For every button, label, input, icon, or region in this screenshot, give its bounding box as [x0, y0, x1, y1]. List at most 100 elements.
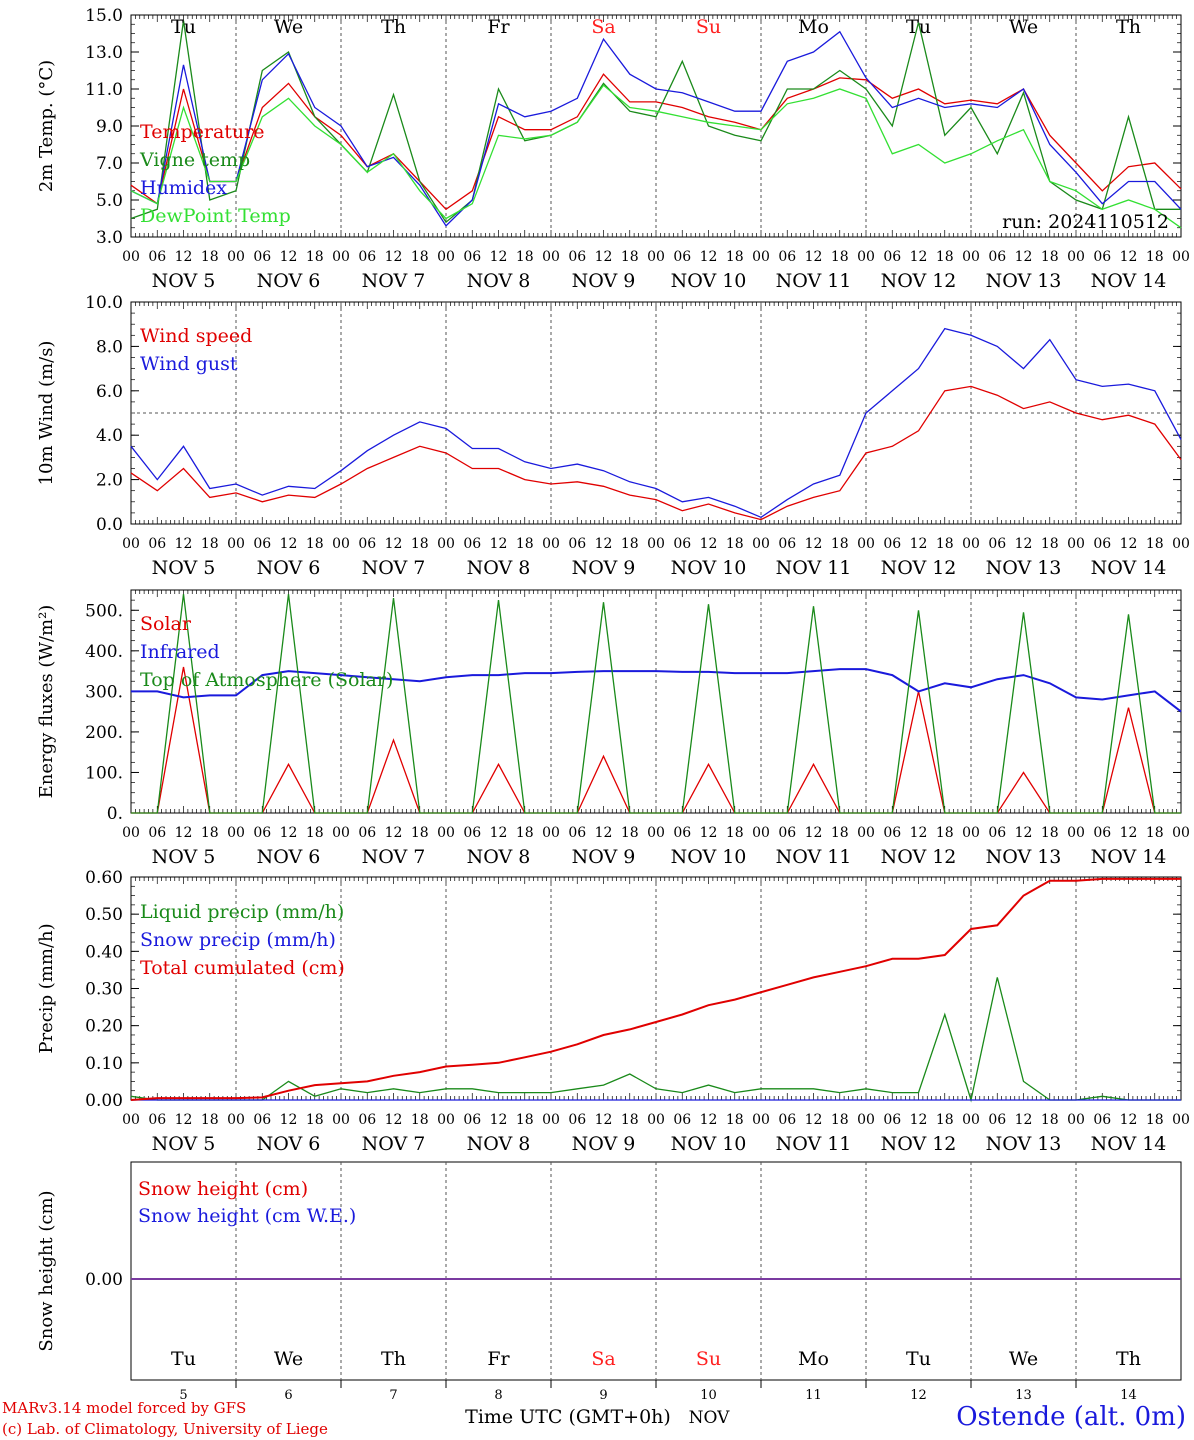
date-label: NOV 7 [362, 1133, 426, 1155]
hour-label: 00 [647, 536, 665, 552]
hour-label: 18 [621, 536, 639, 552]
hour-label: 18 [516, 249, 534, 265]
y-tick-label: 500. [85, 601, 123, 621]
hour-label: 06 [463, 249, 481, 265]
y-tick-label: 7.0 [96, 154, 123, 174]
hour-label: 00 [752, 249, 770, 265]
date-label: NOV 12 [881, 846, 957, 868]
y-tick-label: 8.0 [96, 337, 123, 357]
legend-entry: Total cumulated (cm) [140, 957, 345, 979]
hour-label: 06 [1093, 825, 1111, 841]
x-axis-label: Time UTC (GMT+0h) [465, 1406, 671, 1428]
hour-label: 12 [385, 825, 403, 841]
hour-label: 00 [542, 1112, 560, 1128]
station-name: Ostende (alt. 0m) [956, 1402, 1186, 1432]
hour-label: 12 [805, 825, 823, 841]
hour-label: 00 [752, 1112, 770, 1128]
hour-label: 18 [1146, 1112, 1164, 1128]
series-line-dewpoint-temp [130, 84, 1182, 229]
hour-label: 06 [883, 825, 901, 841]
hour-label: 12 [175, 249, 193, 265]
day-number: 13 [1015, 1388, 1032, 1403]
date-label: NOV 6 [257, 557, 321, 579]
hour-label: 06 [988, 1112, 1006, 1128]
hour-label: 12 [490, 825, 508, 841]
hour-label: 06 [148, 1112, 166, 1128]
day-number: 14 [1120, 1388, 1137, 1403]
hour-label: 18 [306, 825, 324, 841]
hour-label: 00 [1172, 825, 1190, 841]
hour-label: 06 [988, 825, 1006, 841]
hour-label: 06 [673, 1112, 691, 1128]
date-label: NOV 8 [467, 270, 531, 292]
hour-label: 18 [726, 249, 744, 265]
hour-label: 12 [280, 249, 298, 265]
hour-label: 18 [516, 825, 534, 841]
y-axis-label: Energy fluxes (W/m²) [36, 605, 57, 799]
weekday-label: We [1009, 16, 1038, 38]
weekday-label: Tu [906, 16, 931, 38]
y-tick-label: 0.0 [96, 515, 123, 535]
series-line-liquid-precip-mm-h- [130, 977, 1181, 1103]
hour-label: 12 [595, 536, 613, 552]
hour-label: 06 [988, 249, 1006, 265]
date-label: NOV 10 [671, 846, 747, 868]
x-axis-month: NOV [689, 1408, 731, 1428]
day-number: 9 [599, 1388, 607, 1403]
hour-label: 12 [910, 825, 928, 841]
hour-label: 00 [647, 249, 665, 265]
hour-label: 12 [280, 536, 298, 552]
y-tick-label: 0.40 [85, 942, 123, 962]
y-tick-label: 5.0 [96, 191, 123, 211]
hour-label: 06 [253, 825, 271, 841]
date-label: NOV 11 [776, 270, 852, 292]
y-axis-label: 2m Temp. (°C) [36, 60, 57, 192]
weekday-label: Tu [171, 1348, 196, 1370]
hour-label: 12 [1120, 825, 1138, 841]
y-axis-label: 10m Wind (m/s) [36, 341, 57, 486]
hour-label: 00 [227, 1112, 245, 1128]
legend-entry: Solar [140, 613, 192, 635]
y-tick-label: 9.0 [96, 117, 123, 137]
hour-label: 06 [778, 536, 796, 552]
hour-label: 12 [385, 1112, 403, 1128]
date-label: NOV 6 [257, 846, 321, 868]
hour-label: 06 [988, 536, 1006, 552]
hour-label: 12 [280, 825, 298, 841]
date-label: NOV 14 [1091, 270, 1167, 292]
hour-label: 12 [595, 1112, 613, 1128]
hour-label: 06 [358, 249, 376, 265]
weekday-label: We [1009, 1348, 1038, 1370]
hour-label: 00 [122, 249, 140, 265]
legend-entry: Snow precip (mm/h) [140, 929, 336, 951]
hour-label: 00 [962, 825, 980, 841]
hour-label: 00 [1172, 536, 1190, 552]
legend-entry: Snow height (cm W.E.) [138, 1205, 356, 1227]
hour-label: 06 [358, 825, 376, 841]
day-number: 10 [700, 1388, 717, 1403]
hour-label: 12 [1015, 825, 1033, 841]
hour-label: 18 [411, 536, 429, 552]
hour-label: 12 [805, 1112, 823, 1128]
date-label: NOV 13 [986, 846, 1062, 868]
hour-label: 18 [306, 1112, 324, 1128]
hour-label: 12 [910, 1112, 928, 1128]
hour-label: 00 [857, 249, 875, 265]
day-number: 11 [805, 1388, 822, 1403]
hour-label: 00 [437, 825, 455, 841]
weekday-label: Fr [487, 1348, 510, 1370]
y-tick-label: 13.0 [85, 43, 123, 63]
series-line-temperature [130, 73, 1182, 211]
y-tick-label: 0.30 [85, 980, 123, 1000]
hour-label: 18 [1146, 249, 1164, 265]
hour-label: 00 [752, 825, 770, 841]
hour-label: 06 [463, 1112, 481, 1128]
hour-label: 06 [253, 249, 271, 265]
series-line-humidex [130, 30, 1182, 227]
hour-label: 00 [122, 536, 140, 552]
hour-label: 00 [1067, 536, 1085, 552]
hour-label: 06 [883, 536, 901, 552]
legend-entry: Snow height (cm) [138, 1178, 308, 1200]
series-line-wind-gust [130, 327, 1182, 519]
hour-label: 00 [332, 249, 350, 265]
